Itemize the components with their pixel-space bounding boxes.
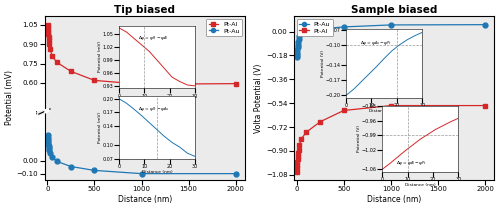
Pt-Au (44, 134, 51, 137)
Pt-Al (45, 31, 51, 34)
X-axis label: Distance (nm): Distance (nm) (118, 195, 172, 204)
Pt-Al (294, 167, 300, 169)
Pt-Al (340, 109, 346, 112)
Pt-Al (296, 148, 302, 151)
Pt-Au (294, 49, 300, 51)
Pt-Al (317, 121, 323, 123)
Pt-Au (44, 137, 51, 139)
Y-axis label: Volta Potential (V): Volta Potential (V) (254, 63, 263, 133)
Pt-Au (303, 30, 309, 32)
Pt-Au (294, 54, 300, 56)
Pt-Al (92, 79, 98, 82)
Pt-Al (46, 33, 52, 36)
Pt-Au (46, 143, 52, 145)
Pt-Au (47, 152, 53, 154)
Pt-Au (49, 155, 55, 158)
Pt-Al (138, 83, 144, 85)
Pt-Au (296, 34, 302, 37)
Pt-Al (46, 43, 52, 45)
Pt-Au (295, 43, 301, 46)
Pt-Au (296, 38, 302, 40)
Pt-Al (47, 48, 53, 51)
Pt-Al (49, 55, 55, 57)
Legend: Pt-Au, Pt-Al: Pt-Au, Pt-Al (297, 19, 333, 36)
Pt-Al (294, 160, 300, 163)
Line: Pt-Al: Pt-Al (45, 22, 238, 87)
Pt-Au (388, 24, 394, 26)
Pt-Au (54, 160, 60, 163)
Pt-Au (45, 139, 51, 141)
Pt-Au (46, 149, 52, 152)
X-axis label: Distance (nm): Distance (nm) (367, 195, 422, 204)
Pt-Al (46, 39, 52, 42)
Title: Tip biased: Tip biased (114, 5, 176, 15)
Pt-Al (482, 104, 488, 107)
Pt-Au (294, 46, 300, 49)
Pt-Au (46, 145, 52, 147)
Pt-Au (294, 56, 300, 59)
Pt-Au (317, 28, 323, 30)
Pt-Au (68, 165, 74, 168)
Legend: Pt-Al, Pt-Au: Pt-Al, Pt-Au (206, 19, 242, 36)
Line: Pt-Au: Pt-Au (294, 22, 488, 60)
Pt-Al (295, 152, 301, 154)
Pt-Al (294, 171, 300, 173)
Pt-Au (294, 52, 300, 54)
Pt-Al (295, 155, 301, 158)
Pt-Au (482, 23, 488, 26)
Pt-Au (232, 172, 238, 175)
Pt-Al (68, 70, 74, 73)
Pt-Al (294, 158, 300, 160)
Pt-Al (388, 104, 394, 107)
Pt-Au (138, 172, 144, 175)
Line: Pt-Au: Pt-Au (45, 133, 238, 176)
Title: Sample biased: Sample biased (351, 5, 438, 15)
Pt-Al (298, 138, 304, 140)
Pt-Au (92, 169, 98, 172)
Pt-Au (295, 41, 301, 43)
Pt-Al (46, 36, 52, 38)
Pt-Al (44, 23, 51, 26)
Pt-Au (46, 147, 52, 149)
Line: Pt-Al: Pt-Al (294, 103, 488, 175)
Pt-Al (294, 164, 300, 166)
Pt-Au (340, 26, 346, 28)
Pt-Al (232, 82, 238, 85)
Y-axis label: Potential (mV): Potential (mV) (5, 70, 14, 125)
Pt-Al (296, 144, 302, 146)
Pt-Al (45, 29, 51, 31)
Pt-Al (44, 26, 51, 29)
Pt-Al (54, 61, 60, 64)
Pt-Au (45, 141, 51, 143)
Pt-Au (298, 32, 304, 34)
Pt-Al (303, 131, 309, 134)
